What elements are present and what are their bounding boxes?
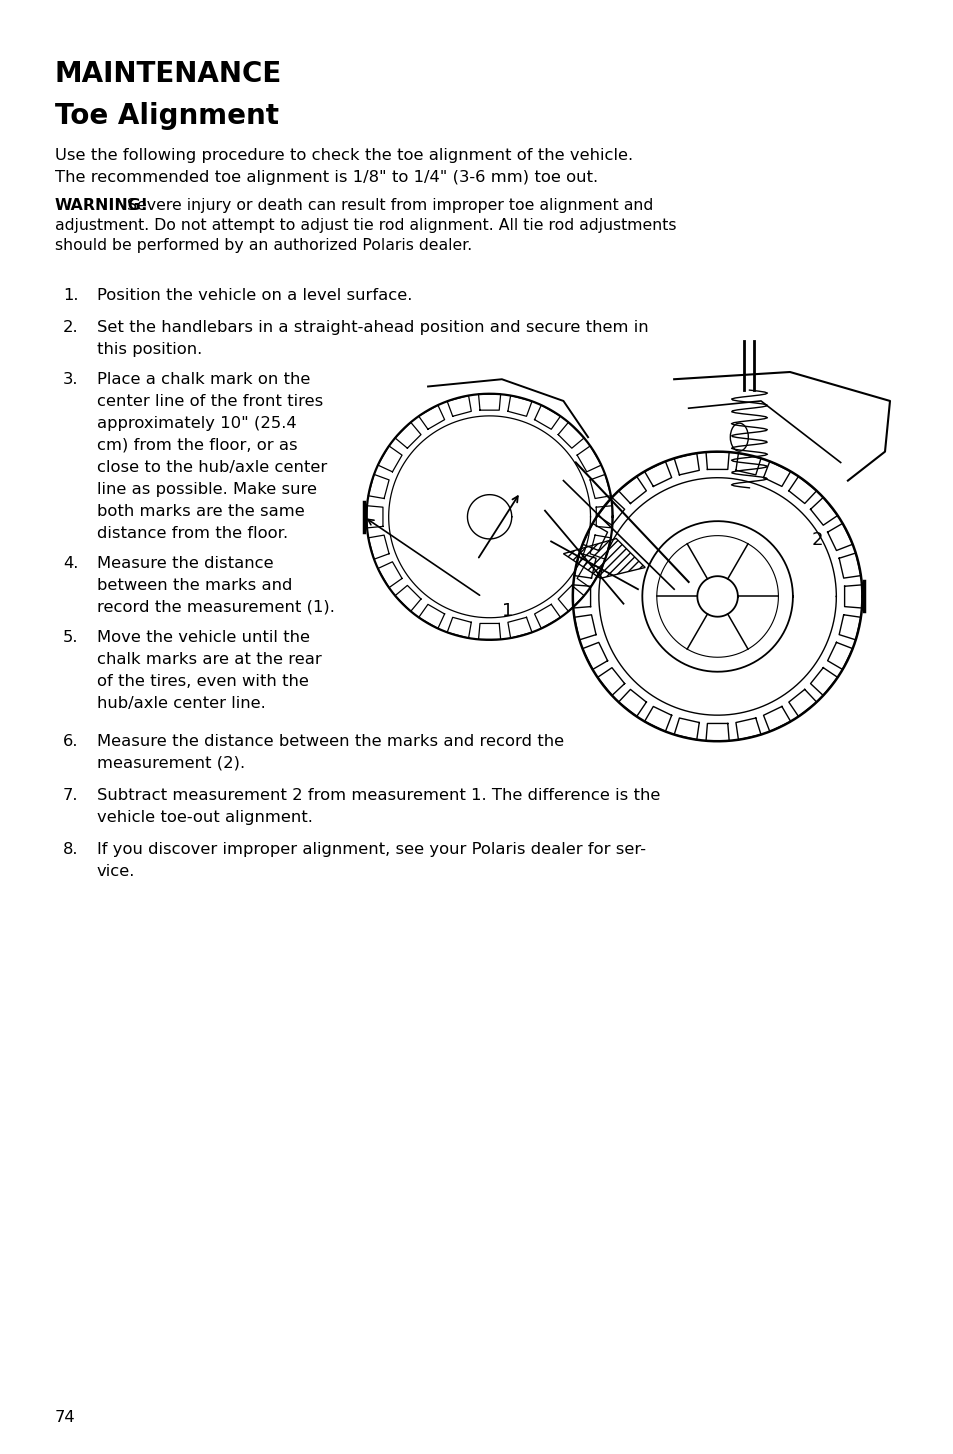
Text: center line of the front tires: center line of the front tires bbox=[97, 394, 323, 409]
Text: Position the vehicle on a level surface.: Position the vehicle on a level surface. bbox=[97, 288, 412, 302]
Text: Subtract measurement 2 from measurement 1. The difference is the: Subtract measurement 2 from measurement … bbox=[97, 788, 659, 803]
Text: 5.: 5. bbox=[63, 630, 78, 646]
Text: should be performed by an authorized Polaris dealer.: should be performed by an authorized Pol… bbox=[55, 238, 472, 253]
Text: The recommended toe alignment is 1/8" to 1/4" (3-6 mm) toe out.: The recommended toe alignment is 1/8" to… bbox=[55, 170, 598, 185]
Text: 1: 1 bbox=[501, 602, 513, 619]
Text: between the marks and: between the marks and bbox=[97, 579, 292, 593]
Text: this position.: this position. bbox=[97, 342, 202, 358]
Text: cm) from the floor, or as: cm) from the floor, or as bbox=[97, 438, 297, 454]
Text: WARNING!: WARNING! bbox=[55, 198, 149, 212]
Text: approximately 10" (25.4: approximately 10" (25.4 bbox=[97, 416, 296, 430]
Text: Severe injury or death can result from improper toe alignment and: Severe injury or death can result from i… bbox=[122, 198, 653, 212]
Text: vehicle toe-out alignment.: vehicle toe-out alignment. bbox=[97, 810, 313, 824]
Text: Set the handlebars in a straight-ahead position and secure them in: Set the handlebars in a straight-ahead p… bbox=[97, 320, 648, 334]
Text: 1.: 1. bbox=[63, 288, 78, 302]
Text: 7.: 7. bbox=[63, 788, 78, 803]
Text: Measure the distance: Measure the distance bbox=[97, 555, 274, 571]
Text: Measure the distance between the marks and record the: Measure the distance between the marks a… bbox=[97, 734, 563, 749]
Text: adjustment. Do not attempt to adjust tie rod alignment. All tie rod adjustments: adjustment. Do not attempt to adjust tie… bbox=[55, 218, 676, 233]
Text: vice.: vice. bbox=[97, 864, 135, 880]
Text: of the tires, even with the: of the tires, even with the bbox=[97, 675, 309, 689]
Text: record the measurement (1).: record the measurement (1). bbox=[97, 601, 335, 615]
Text: 74: 74 bbox=[55, 1410, 75, 1425]
Text: If you discover improper alignment, see your Polaris dealer for ser-: If you discover improper alignment, see … bbox=[97, 842, 645, 856]
Text: chalk marks are at the rear: chalk marks are at the rear bbox=[97, 651, 321, 667]
Text: both marks are the same: both marks are the same bbox=[97, 505, 304, 519]
Text: 3.: 3. bbox=[63, 372, 78, 387]
Text: 6.: 6. bbox=[63, 734, 78, 749]
Text: 2.: 2. bbox=[63, 320, 78, 334]
Text: Place a chalk mark on the: Place a chalk mark on the bbox=[97, 372, 310, 387]
Text: line as possible. Make sure: line as possible. Make sure bbox=[97, 481, 316, 497]
Text: distance from the floor.: distance from the floor. bbox=[97, 526, 288, 541]
Text: 2: 2 bbox=[811, 531, 822, 550]
Text: 4.: 4. bbox=[63, 555, 78, 571]
Text: MAINTENANCE: MAINTENANCE bbox=[55, 60, 282, 89]
Text: close to the hub/axle center: close to the hub/axle center bbox=[97, 459, 327, 475]
Text: hub/axle center line.: hub/axle center line. bbox=[97, 696, 266, 711]
Text: measurement (2).: measurement (2). bbox=[97, 756, 245, 771]
Text: Move the vehicle until the: Move the vehicle until the bbox=[97, 630, 310, 646]
Text: 8.: 8. bbox=[63, 842, 78, 856]
Text: Toe Alignment: Toe Alignment bbox=[55, 102, 278, 129]
Text: Use the following procedure to check the toe alignment of the vehicle.: Use the following procedure to check the… bbox=[55, 148, 633, 163]
